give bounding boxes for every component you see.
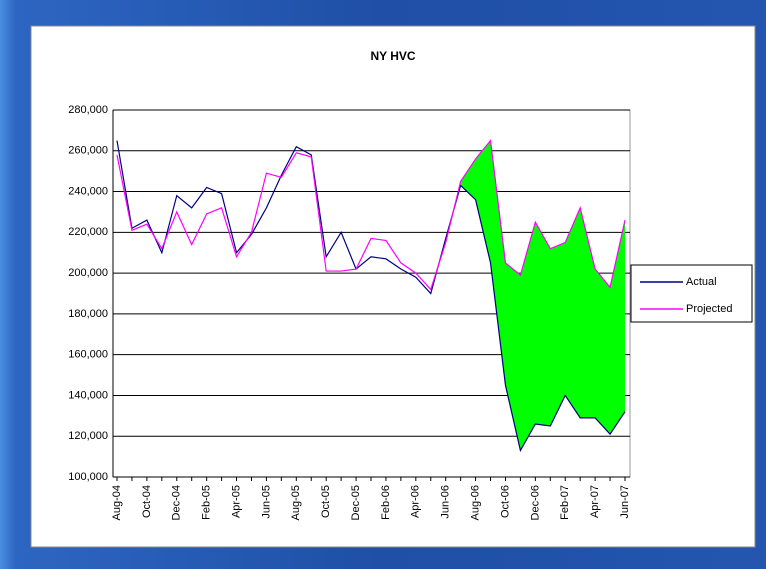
x-tick-label: Dec-06 — [529, 485, 541, 520]
x-tick-label: Apr-07 — [589, 485, 601, 518]
y-tick-label: 120,000 — [68, 430, 108, 442]
series-line — [116, 140, 626, 453]
y-tick-label: 240,000 — [68, 185, 108, 197]
y-tick-label: 160,000 — [68, 349, 108, 361]
x-tick-label: Apr-06 — [410, 485, 422, 518]
x-tick-label: Feb-05 — [201, 485, 213, 520]
x-tick-label: Oct-04 — [141, 485, 153, 518]
x-tick-label: Aug-05 — [290, 485, 302, 520]
y-tick-label: 100,000 — [68, 471, 108, 483]
legend-box — [630, 264, 753, 323]
x-tick-label: Aug-06 — [469, 485, 481, 520]
x-tick-label: Jun-05 — [260, 485, 272, 519]
x-tick-label: Feb-06 — [380, 485, 392, 520]
x-tick-label: Dec-05 — [350, 485, 362, 520]
series-line — [116, 139, 626, 291]
x-tick-label: Jun-07 — [619, 485, 631, 519]
y-tick-label: 200,000 — [68, 267, 108, 279]
x-tick-label: Apr-05 — [230, 485, 242, 518]
x-tick-label: Oct-05 — [320, 485, 332, 518]
y-tick-label: 280,000 — [68, 104, 108, 116]
legend-label: Projected — [686, 303, 732, 315]
x-tick-label: Feb-07 — [559, 485, 571, 520]
x-tick-label: Jun-06 — [440, 485, 452, 519]
chart-title: NY HVC — [370, 49, 415, 63]
y-tick-label: 220,000 — [68, 226, 108, 238]
x-tick-label: Oct-06 — [499, 485, 511, 518]
x-tick-label: Aug-04 — [111, 485, 123, 520]
difference-area — [460, 140, 625, 451]
legend-label: Actual — [686, 276, 717, 288]
y-tick-label: 260,000 — [68, 145, 108, 157]
x-tick-label: Dec-04 — [171, 485, 183, 520]
y-tick-label: 180,000 — [68, 308, 108, 320]
y-tick-label: 140,000 — [68, 389, 108, 401]
